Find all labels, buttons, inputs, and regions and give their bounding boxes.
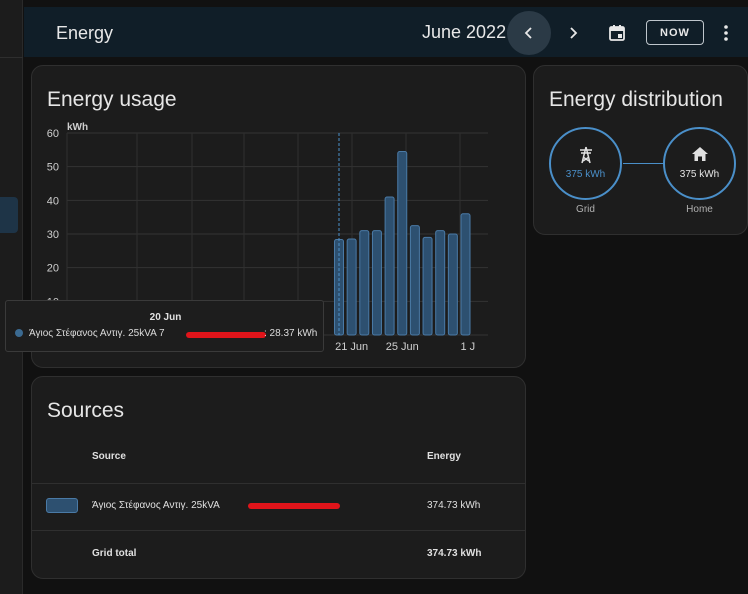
bar (435, 230, 446, 336)
sources-title: Sources (47, 399, 125, 422)
tooltip-value: : 28.37 kWh (264, 328, 318, 339)
chevron-right-icon (570, 27, 578, 39)
series-color-dot (15, 329, 23, 337)
home-node[interactable]: 375 kWh (663, 127, 736, 200)
calendar-button[interactable] (601, 17, 633, 49)
grid-label: Grid (576, 204, 595, 215)
grid-node[interactable]: 375 kWh (549, 127, 622, 200)
period-label: June 2022 (422, 22, 507, 42)
previous-period-button[interactable] (507, 11, 551, 55)
y-tick-label: 60 (47, 128, 59, 140)
header-divider (32, 483, 525, 484)
y-tick-label: 40 (47, 195, 59, 207)
grid-total-energy: 374.73 kWh (427, 548, 482, 559)
bar (371, 230, 382, 336)
sidebar-item-energy[interactable] (0, 197, 18, 233)
column-header-source[interactable]: Source (92, 451, 126, 462)
grid-to-home-flow (623, 163, 665, 164)
y-tick-label: 50 (47, 162, 59, 174)
top-bar: Energy June 2022 NOW (24, 7, 748, 57)
redaction-mark (186, 332, 266, 338)
y-tick-label: 30 (47, 229, 59, 241)
sidebar (0, 0, 23, 594)
bar (346, 238, 357, 336)
source-name: Άγιος Στέφανος Αντιγ. 25kVA (92, 500, 220, 511)
energy-distribution-card: Energy distribution 375 kWh Grid 375 kWh… (533, 65, 748, 235)
x-tick-label: 21 Jun (335, 341, 368, 353)
home-value: 375 kWh (679, 169, 720, 180)
bar (409, 225, 420, 336)
transmission-tower-icon (579, 146, 592, 164)
chart-tooltip: 20 Jun Άγιος Στέφανος Αντιγ. 25kVA 7 : 2… (5, 300, 324, 352)
bar (359, 230, 370, 336)
tooltip-series-name: Άγιος Στέφανος Αντιγ. 25kVA 7 (29, 328, 165, 339)
now-button[interactable]: NOW (646, 20, 704, 45)
more-menu-button[interactable] (714, 19, 738, 47)
y-tick-label: 20 (47, 263, 59, 275)
bar (447, 233, 458, 336)
tooltip-series: Άγιος Στέφανος Αντιγ. 25kVA 7 (15, 328, 165, 339)
source-energy: 374.73 kWh (427, 500, 481, 511)
redaction-mark (248, 503, 340, 509)
dots-vertical-icon (724, 25, 728, 41)
column-header-energy[interactable]: Energy (427, 451, 461, 462)
next-period-button[interactable] (557, 17, 589, 49)
grid-total-label: Grid total (92, 548, 137, 559)
y-axis-label: kWh (67, 122, 88, 133)
page-title: Energy (56, 23, 114, 43)
x-tick-label: 1 J (461, 341, 476, 353)
bar (397, 151, 408, 336)
calendar-icon (609, 25, 625, 41)
source-color-swatch (46, 498, 78, 513)
sources-card: Sources Source Energy Άγιος Στέφανος Αντ… (31, 376, 526, 579)
home-label: Home (686, 204, 713, 215)
energy-usage-title: Energy usage (47, 88, 177, 111)
chevron-left-icon (524, 27, 532, 39)
sidebar-divider (0, 57, 23, 58)
tooltip-date: 20 Jun (149, 312, 182, 323)
x-tick-label: 25 Jun (386, 341, 419, 353)
bar (460, 213, 471, 336)
bar (422, 236, 433, 336)
grid-value: 375 kWh (565, 169, 606, 180)
bar (384, 196, 395, 336)
home-icon (691, 147, 708, 161)
energy-distribution-title: Energy distribution (549, 88, 723, 111)
total-divider (32, 530, 525, 531)
